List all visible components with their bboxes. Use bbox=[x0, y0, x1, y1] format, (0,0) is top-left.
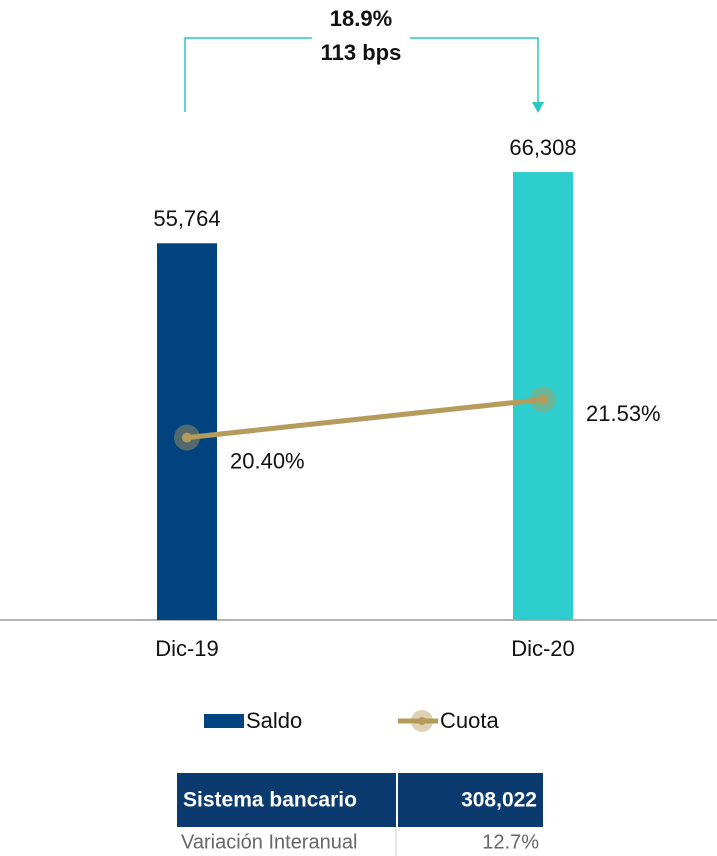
table-cell: Variación Interanual bbox=[181, 831, 357, 853]
table-cell: Sistema bancario bbox=[183, 789, 357, 812]
legend-swatch bbox=[418, 717, 426, 725]
legend-label: Cuota bbox=[440, 708, 499, 733]
x-tick-label: Dic-19 bbox=[155, 636, 219, 661]
marker bbox=[182, 432, 192, 443]
x-tick-label: Dic-20 bbox=[511, 636, 575, 661]
line bbox=[186, 396, 544, 441]
bracket-left bbox=[184, 37, 312, 112]
table-header-cell bbox=[398, 773, 543, 827]
legend-swatch bbox=[204, 714, 244, 728]
table: Sistema bancario 308,022 Variación Inter… bbox=[177, 773, 543, 856]
table-cell: 12.7% bbox=[482, 831, 539, 853]
legend-label: Saldo bbox=[246, 708, 302, 733]
data-label: 20.40% bbox=[230, 448, 305, 473]
marker bbox=[538, 394, 548, 405]
bracket bbox=[184, 37, 544, 113]
bracket-arrow bbox=[532, 102, 544, 113]
data-label: 55,764 bbox=[153, 206, 220, 231]
annotation: 18.9% bbox=[330, 6, 392, 31]
table-cell: 308,022 bbox=[461, 789, 537, 812]
bar bbox=[157, 243, 217, 620]
data-label: 21.53% bbox=[586, 401, 661, 426]
annotation: 113 bps bbox=[321, 40, 402, 65]
table-header-cell bbox=[177, 773, 396, 827]
bracket-right bbox=[410, 37, 539, 104]
data-label: 66,308 bbox=[509, 135, 576, 160]
